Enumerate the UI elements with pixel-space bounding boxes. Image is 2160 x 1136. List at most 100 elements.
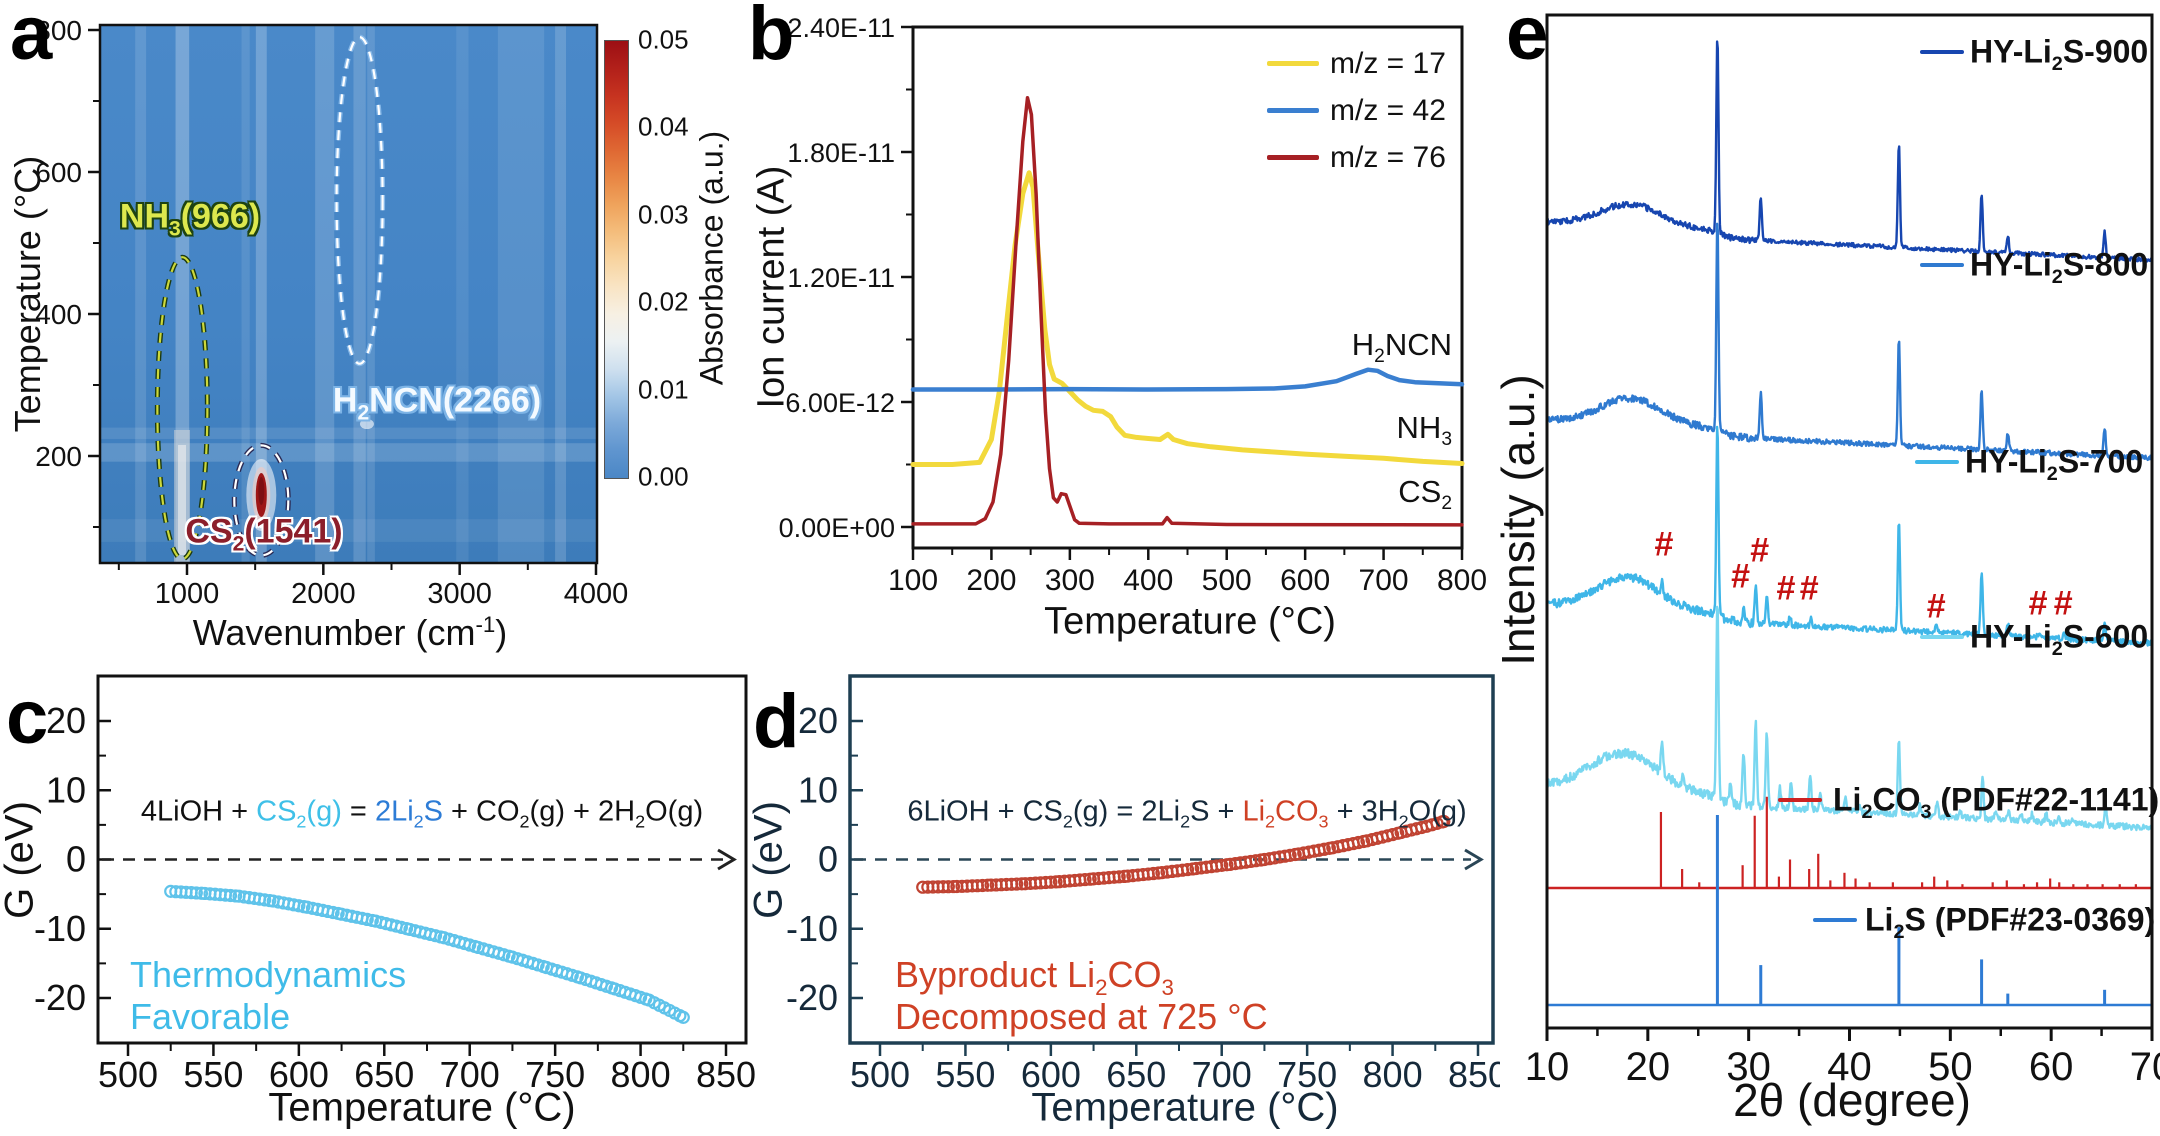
annotation-thermodynamics: Thermodynamics	[130, 954, 407, 995]
hash-mark: #	[2028, 584, 2048, 623]
legend-line	[1267, 61, 1319, 66]
svg-text:3000: 3000	[427, 578, 492, 610]
reaction-equation-d: 6LiOH + CS2(g) = 2Li2S + Li2CO3 + 3H2O(g…	[907, 795, 1467, 832]
svg-text:1.20E-11: 1.20E-11	[787, 263, 895, 293]
annotation-nh3: NH3(966)	[119, 197, 261, 241]
panel-a: 800 600 400 200 1000 2000 3000 4000 a Temperatu…	[0, 0, 760, 660]
legend-line	[1267, 108, 1319, 113]
svg-text:850: 850	[1448, 1054, 1500, 1095]
legend-line	[1267, 155, 1319, 160]
series-label-nh3: NH3	[1396, 410, 1452, 451]
svg-text:500: 500	[98, 1054, 158, 1095]
svg-text:70: 70	[2130, 1045, 2160, 1089]
svg-text:1.80E-11: 1.80E-11	[787, 138, 895, 168]
annotation-cs2: CS2(1541)	[185, 512, 343, 556]
panel-e-x-axis-title: 2θ (degree)	[1733, 1074, 1971, 1126]
svg-text:650: 650	[1106, 1054, 1166, 1095]
svg-text:550: 550	[183, 1054, 243, 1095]
panel-d-x-axis-title: Temperature (°C)	[1031, 1085, 1339, 1130]
panel-b-x-axis-title: Temperature (°C)	[1044, 600, 1336, 643]
svg-text:750: 750	[525, 1054, 585, 1095]
panel-a-x-axis-title: Wavenumber (cm-1)	[192, 612, 508, 653]
svg-text:20: 20	[1626, 1045, 1671, 1089]
series-label-h2ncn: H2NCN	[1351, 327, 1452, 368]
svg-text:4000: 4000	[564, 578, 629, 610]
panel-e-y-axis-title: Intensity (a.u.)	[1492, 374, 1544, 666]
annotation-decomposed: Decomposed at 725 °C	[895, 996, 1268, 1037]
hash-mark: #	[1799, 569, 1819, 608]
svg-text:10: 10	[1525, 1045, 1570, 1089]
legend-line	[1920, 50, 1964, 54]
svg-text:800: 800	[35, 15, 82, 46]
legend-label: HY-Li2S-800	[1970, 246, 2149, 288]
series-label-cs2: CS2	[1398, 474, 1452, 515]
svg-text:20: 20	[798, 700, 838, 741]
legend-label: Li2S (PDF#23-0369)	[1865, 901, 2156, 943]
svg-text:60: 60	[2029, 1045, 2074, 1089]
legend-line	[1915, 460, 1959, 464]
svg-text:650: 650	[354, 1054, 414, 1095]
legend-label: HY-Li2S-700	[1965, 443, 2144, 485]
panel-d: 500 550 600 650 700 750 800 850 20 10 0 -10 -20 d G …	[745, 660, 1500, 1136]
panel-letter-b: b	[748, 0, 795, 76]
panel-letter-d: d	[753, 679, 800, 764]
svg-text:30: 30	[1726, 1045, 1771, 1089]
panel-c-y-axis-title: G (eV)	[0, 801, 42, 919]
legend-label: m/z = 42	[1330, 94, 1446, 127]
annotation-byproduct: Byproduct Li2CO3	[895, 954, 1174, 1001]
svg-text:850: 850	[696, 1054, 756, 1095]
svg-text:550: 550	[935, 1054, 995, 1095]
svg-text:500: 500	[1202, 564, 1252, 597]
ftir-heatmap-plot: 800 600 400 200 1000 2000 3000 4000	[35, 15, 629, 610]
colorbar-tick-label: 0.00	[638, 461, 689, 492]
reaction-equation-c: 4LiOH + CS2(g) = 2Li2S + CO2(g) + 2H2O(g…	[140, 795, 704, 832]
svg-text:800: 800	[1437, 564, 1487, 597]
svg-text:10: 10	[798, 769, 838, 810]
svg-text:200: 200	[35, 441, 82, 472]
gibbs-energy-plot-c: 500 550 600 650 700 750 800 850 20 10 0 -10 -20	[34, 674, 756, 1095]
svg-text:200: 200	[966, 564, 1016, 597]
svg-text:40: 40	[1827, 1045, 1872, 1089]
svg-text:700: 700	[1192, 1054, 1252, 1095]
legend-label: m/z = 76	[1330, 141, 1446, 174]
panel-a-y-axis-title: Temperature (°C)	[7, 155, 48, 433]
hash-mark: #	[1654, 525, 1674, 564]
xrd-plot: 10 20 30 40 50 60 70	[1525, 13, 2160, 1089]
svg-text:300: 300	[1045, 564, 1095, 597]
svg-text:600: 600	[269, 1054, 329, 1095]
legend-line	[1920, 263, 1964, 267]
svg-text:400: 400	[1123, 564, 1173, 597]
panel-letter-c: c	[6, 675, 49, 760]
hash-mark: #	[1731, 557, 1751, 596]
panel-c-x-axis-title: Temperature (°C)	[268, 1085, 576, 1130]
legend-line	[1920, 635, 1964, 639]
svg-text:0: 0	[66, 839, 86, 880]
svg-text:800: 800	[1363, 1054, 1423, 1095]
svg-text:500: 500	[850, 1054, 910, 1095]
annotation-favorable: Favorable	[130, 996, 291, 1037]
panel-b: 100 200 300 400 500 600 700 800 2.40E-11 1.80E-11…	[745, 0, 1500, 660]
svg-text:750: 750	[1277, 1054, 1337, 1095]
colorbar-tick-label: 0.04	[638, 111, 689, 142]
hash-mark: #	[1926, 587, 1946, 626]
svg-text:0: 0	[818, 839, 838, 880]
svg-text:100: 100	[888, 564, 938, 597]
panel-letter-e: e	[1506, 0, 1549, 76]
colorbar-tick-label: 0.02	[638, 286, 689, 317]
colorbar-tick-label: 0.05	[638, 24, 689, 55]
legend-label: m/z = 17	[1330, 47, 1446, 80]
legend-line	[1778, 798, 1822, 802]
ion-current-plot: 100 200 300 400 500 600 700 800 2.40E-11 1.80E-11…	[779, 13, 1487, 597]
gibbs-energy-plot-d: 500 550 600 650 700 750 800 850 20 10 0 -10 -20	[786, 674, 1500, 1095]
legend-label: HY-Li2S-600	[1970, 618, 2149, 660]
legend-label: Li2CO3 (PDF#22-1141)	[1833, 781, 2160, 823]
svg-text:2000: 2000	[291, 578, 356, 610]
svg-text:-10: -10	[786, 908, 838, 949]
svg-text:400: 400	[35, 299, 82, 330]
svg-text:600: 600	[35, 157, 82, 188]
svg-text:2.40E-11: 2.40E-11	[787, 13, 895, 43]
legend-label: HY-Li2S-900	[1970, 33, 2149, 75]
colorbar	[604, 40, 629, 479]
svg-text:50: 50	[1928, 1045, 1973, 1089]
